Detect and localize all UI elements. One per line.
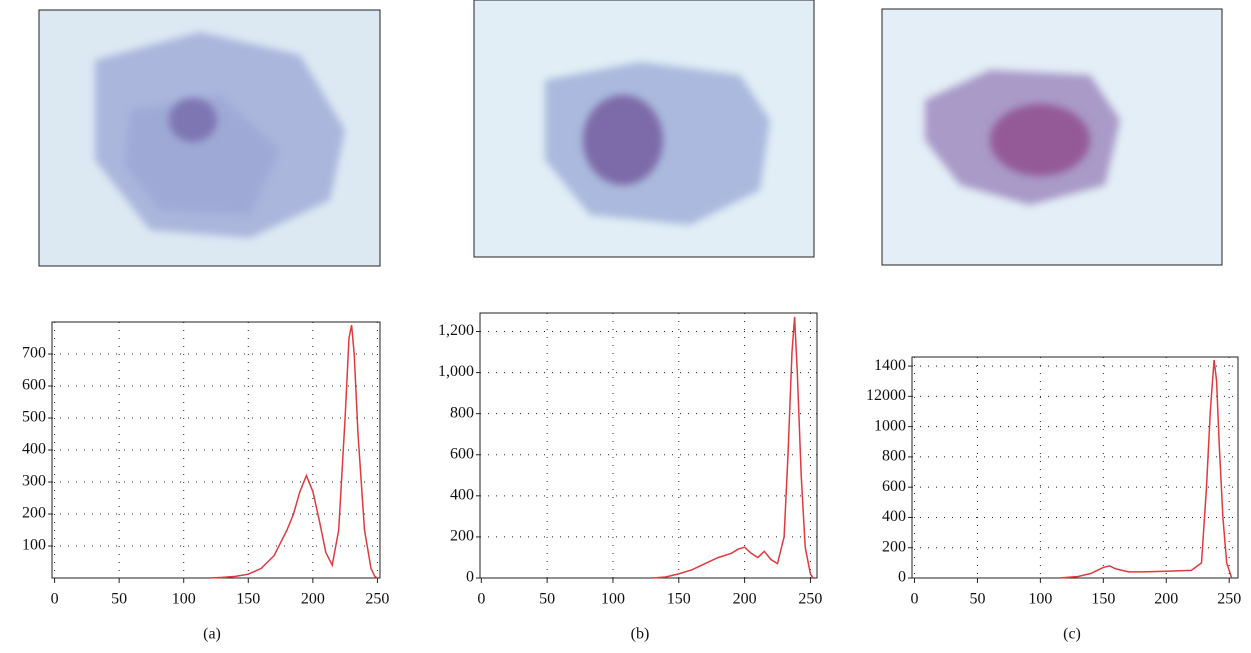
y-tick-label: 0 [466,569,474,586]
histogram-line [1059,359,1233,579]
x-tick-label: 150 [236,591,260,608]
caption: (c) [1063,626,1081,643]
x-tick-label: 250 [1217,591,1241,608]
cell-image-c [881,8,1223,266]
x-tick-label: 0 [51,591,59,608]
y-tick-label: 100 [22,537,46,554]
cell-image-b [473,0,815,258]
caption: (a) [203,626,221,643]
y-tick-label: 600 [882,478,906,495]
y-tick-label: 1400 [874,357,906,374]
x-tick-label: 250 [798,591,822,608]
y-tick-label: 0 [898,569,906,586]
y-tick-label: 400 [882,508,906,525]
y-tick-label: 500 [22,409,46,426]
y-tick-label: 200 [22,505,46,522]
x-tick-label: 100 [172,591,196,608]
x-tick-label: 200 [733,591,757,608]
caption: (b) [631,626,650,643]
plot-frame [51,321,381,579]
x-tick-label: 50 [539,591,555,608]
x-tick-label: 100 [601,591,625,608]
x-tick-label: 50 [111,591,127,608]
y-tick-label: 400 [450,487,474,504]
y-tick-label: 300 [22,473,46,490]
x-tick-label: 200 [301,591,325,608]
y-tick-label: 200 [882,538,906,555]
x-tick-label: 0 [911,591,919,608]
y-tick-label: 600 [22,377,46,394]
y-tick-label: 1000 [874,417,906,434]
plot-frame [479,312,818,579]
histogram-line [209,325,378,579]
y-tick-label: 12000 [866,387,906,404]
y-tick-label: 1,000 [438,363,474,380]
x-tick-label: 250 [365,591,389,608]
y-tick-label: 800 [450,404,474,421]
y-tick-label: 700 [22,345,46,362]
x-tick-label: 50 [969,591,985,608]
x-tick-label: 150 [667,591,691,608]
x-tick-label: 100 [1028,591,1052,608]
y-tick-label: 400 [22,441,46,458]
x-tick-label: 150 [1091,591,1115,608]
cell-image-a [38,9,381,267]
y-tick-label: 600 [450,445,474,462]
x-tick-label: 200 [1154,591,1178,608]
y-tick-label: 200 [450,528,474,545]
y-tick-label: 1,200 [438,322,474,339]
histogram-line [652,317,814,579]
y-tick-label: 800 [882,448,906,465]
x-tick-label: 0 [477,591,485,608]
plot-frame [911,356,1239,579]
